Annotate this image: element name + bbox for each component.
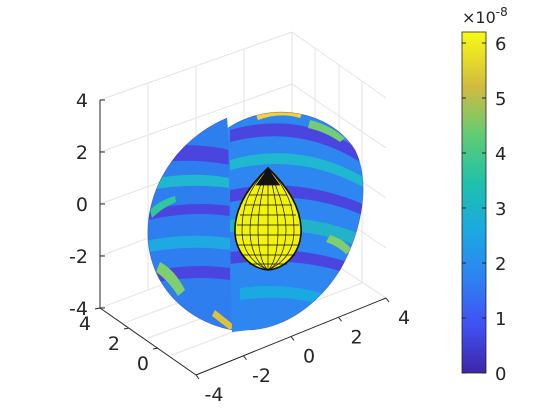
colorbar-tick-label: 3: [495, 199, 506, 220]
x-tick-mark: [243, 355, 247, 361]
y-tick-mark: [94, 307, 101, 310]
z-axis-ticks: -4 -2 0 2 4: [69, 90, 105, 320]
x-tick-label: 2: [350, 326, 362, 348]
x-tick-mark: [385, 297, 390, 303]
z-tick-label: -4: [69, 298, 88, 320]
colorbar-multiplier: ×10-8: [462, 5, 508, 27]
x-tick-label: -4: [205, 384, 224, 406]
slice-outline: [147, 111, 364, 331]
colorbar-ticks: 0 1 2 3 4 5 6: [462, 34, 506, 385]
z-tick-label: 2: [76, 142, 88, 164]
colorbar-tick-label: 1: [495, 309, 506, 330]
x-tick-mark: [290, 336, 295, 341]
colorbar-tick-label: 5: [495, 89, 506, 110]
colorbar-tick-label: 0: [495, 364, 506, 385]
x-tick-mark: [338, 316, 342, 322]
x-tick-label: 4: [398, 307, 410, 329]
z-tick-label: 4: [76, 90, 88, 112]
x-tick-mark: [195, 374, 200, 380]
x-tick-label: 0: [303, 346, 315, 368]
colorbar: 0 1 2 3 4 5 6 ×10-8: [461, 5, 508, 385]
y-tick-label: 0: [137, 353, 149, 375]
z-tick-label: 0: [76, 194, 88, 216]
y-tick-label: 2: [108, 333, 120, 355]
colorbar-tick-label: 2: [495, 254, 506, 275]
colorbar-gradient: [461, 31, 487, 374]
y-tick-label: 4: [79, 313, 91, 335]
z-tick-label: -2: [69, 246, 88, 268]
colorbar-tick-label: 4: [495, 144, 506, 165]
y-axis-ticks: 024: [79, 307, 159, 375]
x-axis-ticks: -4 -2 0 2 4: [195, 297, 410, 406]
y-tick-mark: [123, 327, 130, 330]
droplet-wireframe: [234, 166, 302, 271]
y-tick-mark: [152, 347, 159, 350]
colorbar-tick-label: 6: [495, 34, 506, 55]
x-tick-label: -2: [252, 365, 271, 387]
